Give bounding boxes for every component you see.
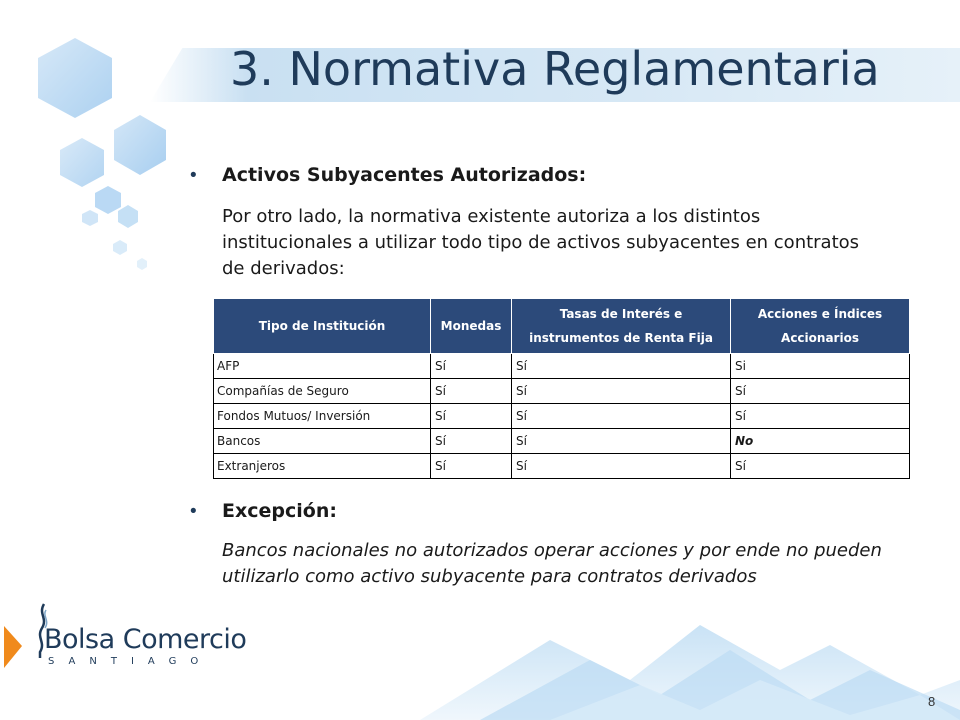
cell-tasas: Sí (511, 403, 731, 429)
mountains-decoration (420, 625, 960, 720)
cell-monedas: Sí (430, 403, 512, 429)
table-row: Fondos Mutuos/ Inversión Sí Sí Sí (213, 403, 910, 429)
table-row: Bancos Sí Sí No (213, 428, 910, 454)
cell-acciones: Si (730, 353, 910, 379)
cell-acciones-highlight: No (730, 428, 910, 454)
header-tipo: Tipo de Institución (213, 298, 431, 354)
bullet-marker: • (190, 165, 197, 186)
cell-monedas: Sí (430, 353, 512, 379)
cell-tasas: Sí (511, 378, 731, 404)
cell-tasas: Sí (511, 428, 731, 454)
section1-heading: Activos Subyacentes Autorizados: (222, 164, 587, 186)
cell-institution: Extranjeros (213, 453, 431, 479)
logo-subtitle: SANTIAGO (48, 656, 213, 667)
cell-tasas: Sí (511, 353, 731, 379)
header-tasas: Tasas de Interés e instrumentos de Renta… (511, 298, 731, 354)
hexagon-decoration (38, 38, 166, 270)
table-row: Extranjeros Sí Sí Sí (213, 453, 910, 479)
table-row: Compañías de Seguro Sí Sí Sí (213, 378, 910, 404)
cell-acciones: Sí (730, 403, 910, 429)
logo-icon (4, 603, 48, 668)
cell-institution: Compañías de Seguro (213, 378, 431, 404)
page-number: 8 (928, 694, 936, 709)
cell-institution: Bancos (213, 428, 431, 454)
logo-name: Bolsa Comercio (44, 624, 247, 655)
cell-acciones: Sí (730, 378, 910, 404)
cell-acciones: Sí (730, 453, 910, 479)
cell-monedas: Sí (430, 453, 512, 479)
cell-institution: AFP (213, 353, 431, 379)
header-monedas: Monedas (430, 298, 512, 354)
cell-tasas: Sí (511, 453, 731, 479)
section1-paragraph: Por otro lado, la normativa existente au… (222, 206, 860, 279)
header-acciones: Acciones e Índices Accionarios (730, 298, 910, 354)
section2-paragraph: Bancos nacionales no autorizados operar … (222, 540, 882, 587)
bullet-marker: • (190, 501, 197, 522)
section2-heading: Excepción: (222, 500, 337, 522)
cell-monedas: Sí (430, 378, 512, 404)
cell-institution: Fondos Mutuos/ Inversión (213, 403, 431, 429)
institution-table: Tipo de Institución Monedas Tasas de Int… (213, 298, 910, 479)
cell-monedas: Sí (430, 428, 512, 454)
table-header-row: Tipo de Institución Monedas Tasas de Int… (213, 298, 910, 354)
table-row: AFP Sí Sí Si (213, 353, 910, 379)
slide-title: 3. Normativa Reglamentaria (230, 42, 880, 96)
title-band (150, 48, 960, 102)
